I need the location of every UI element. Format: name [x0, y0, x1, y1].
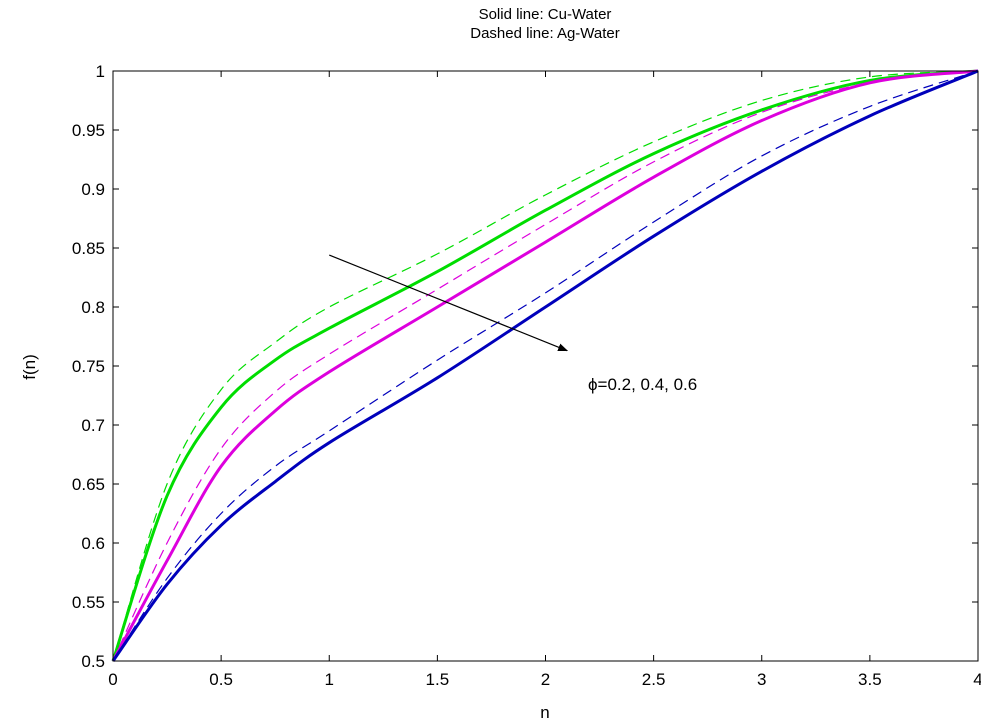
chart-title-line-1: Solid line: Cu-Water — [479, 6, 612, 23]
x-tick-label: 1.5 — [426, 670, 450, 689]
x-tick-label: 3 — [757, 670, 766, 689]
y-tick-label: 0.5 — [81, 652, 105, 671]
series-line-2-dashed — [112, 70, 979, 662]
series-line-3-solid — [111, 69, 979, 662]
x-tick-label: 0.5 — [209, 670, 233, 689]
y-tick-label: 0.85 — [72, 239, 105, 258]
x-tick-label: 3.5 — [858, 670, 882, 689]
y-tick-label: 0.65 — [72, 475, 105, 494]
y-tick-label: 0.95 — [72, 121, 105, 140]
x-tick-label: 4 — [973, 670, 981, 689]
annotation-arrow — [329, 254, 569, 352]
y-tick-label: 0.7 — [81, 416, 105, 435]
x-axis-label: n — [540, 703, 549, 722]
series-line-4-dashed — [112, 70, 979, 662]
annotation-label: ϕ=0.2, 0.4, 0.6 — [588, 375, 697, 394]
x-tick-label: 2.5 — [642, 670, 666, 689]
axis-ticks: 0 0.5 1 1.5 2 2.5 3 3.5 40.50.550.60.650.70.750.… — [72, 62, 981, 689]
y-tick-label: 0.6 — [81, 534, 105, 553]
x-tick-label: 1 — [325, 670, 334, 689]
y-tick-label: 0.75 — [72, 357, 105, 376]
y-axis-label: f(n) — [20, 354, 39, 380]
chart-title-line-2: Dashed line: Ag-Water — [470, 25, 620, 42]
series-line-5-solid — [111, 69, 979, 662]
y-tick-label: 1 — [96, 62, 105, 81]
series-line-6-dashed — [112, 70, 979, 662]
x-tick-label: 2 — [541, 670, 550, 689]
y-tick-label: 0.9 — [81, 180, 105, 199]
y-tick-label: 0.55 — [72, 593, 105, 612]
y-tick-label: 0.8 — [81, 298, 105, 317]
annotation: ϕ=0.2, 0.4, 0.6 — [329, 254, 697, 394]
x-tick-label: 0 — [108, 670, 117, 689]
series-line-1-solid — [111, 69, 979, 662]
series-layer — [111, 69, 979, 662]
